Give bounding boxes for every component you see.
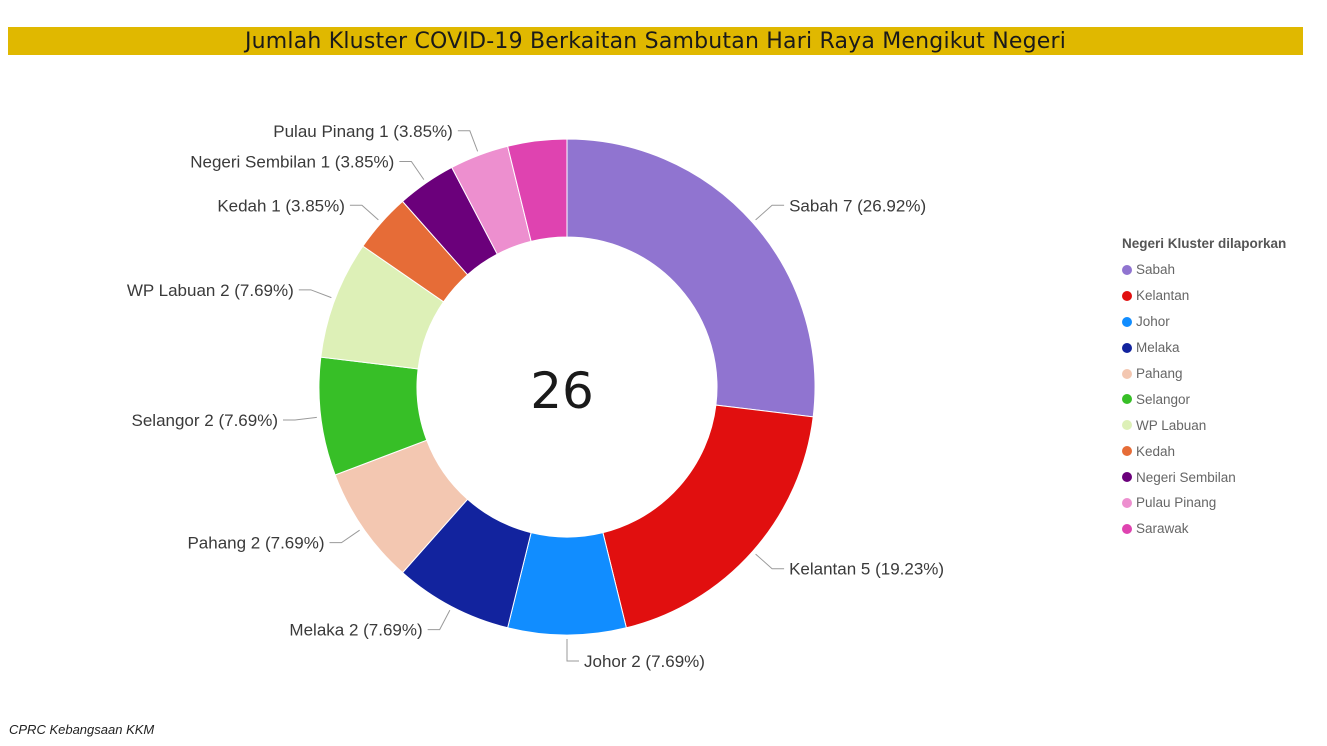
leader-lines: [282, 130, 785, 662]
legend-marker-johor: [1122, 316, 1132, 327]
legend-marker-pahang: [1122, 368, 1132, 379]
legend-marker-melaka: [1122, 342, 1132, 353]
legend-item-kelantan[interactable]: Kelantan: [1122, 283, 1322, 309]
data-label-selangor: Selangor 2 (7.69%): [132, 411, 278, 430]
legend-item-sarawak[interactable]: Sarawak: [1122, 516, 1322, 542]
leader-line-wp-labuan: [298, 289, 332, 299]
legend-label-pulau-pinang: Pulau Pinang: [1136, 495, 1217, 511]
leader-line-johor: [566, 639, 579, 662]
slice-labels: Sabah 7 (26.92%) Kelantan 5 (19.23%) Johor…: [127, 122, 944, 671]
legend-label-wp-labuan: WP Labuan: [1136, 417, 1207, 433]
legend: Negeri Kluster dilaporkan Sabah Kelantan J…: [1122, 236, 1322, 542]
chart-title: Jumlah Kluster COVID-19 Berkaitan Sambut…: [244, 28, 1067, 54]
legend-label-negeri-sembilan: Negeri Sembilan: [1136, 469, 1236, 485]
legend-item-johor[interactable]: Johor: [1122, 309, 1322, 335]
legend-items: Sabah Kelantan Johor Melaka Pahang Selangor WP…: [1122, 257, 1322, 542]
legend-label-pahang: Pahang: [1136, 366, 1183, 381]
data-label-sabah: Sabah 7 (26.92%): [789, 196, 926, 215]
data-label-pahang: Pahang 2 (7.69%): [187, 534, 324, 553]
leader-line-negeri-sembilan: [399, 161, 425, 180]
legend-label-kedah: Kedah: [1136, 443, 1176, 459]
leader-line-pulau-pinang: [457, 130, 479, 152]
legend-item-negeri-sembilan[interactable]: Negeri Sembilan: [1122, 464, 1322, 490]
legend-label-johor: Johor: [1136, 314, 1170, 330]
legend-item-pahang[interactable]: Pahang: [1122, 361, 1322, 387]
data-label-kedah: Kedah 1 (3.85%): [217, 196, 345, 215]
legend-title: Negeri Kluster dilaporkan: [1122, 236, 1287, 251]
legend-marker-kedah: [1122, 446, 1132, 457]
legend-item-pulau-pinang[interactable]: Pulau Pinang: [1122, 490, 1322, 516]
legend-label-kelantan: Kelantan: [1136, 288, 1190, 304]
slice-kelantan[interactable]: [602, 404, 814, 629]
donut-slices: [318, 138, 816, 636]
title-bar: Jumlah Kluster COVID-19 Berkaitan Sambut…: [8, 27, 1303, 55]
legend-marker-selangor: [1122, 394, 1132, 405]
slice-sabah[interactable]: [566, 138, 816, 418]
source-note: CPRC Kebangsaan KKM: [9, 722, 155, 737]
legend-label-selangor: Selangor: [1136, 391, 1191, 407]
slice-sarawak[interactable]: [507, 138, 568, 242]
data-label-wp-labuan: WP Labuan 2 (7.69%): [127, 281, 294, 300]
legend-label-melaka: Melaka: [1136, 340, 1180, 356]
center-total: 26: [530, 362, 594, 420]
legend-item-selangor[interactable]: Selangor: [1122, 386, 1322, 412]
legend-marker-kelantan: [1122, 290, 1132, 301]
data-label-pulau-pinang: Pulau Pinang 1 (3.85%): [273, 122, 453, 141]
leader-line-kedah: [349, 204, 379, 221]
leader-line-selangor: [282, 416, 317, 421]
legend-marker-sarawak: [1122, 523, 1132, 534]
data-label-melaka: Melaka 2 (7.69%): [289, 621, 422, 640]
legend-marker-wp-labuan: [1122, 420, 1132, 431]
legend-marker-pulau-pinang: [1122, 497, 1132, 508]
legend-item-melaka[interactable]: Melaka: [1122, 335, 1322, 361]
legend-item-wp-labuan[interactable]: WP Labuan: [1122, 412, 1322, 438]
legend-marker-negeri-sembilan: [1122, 472, 1132, 483]
legend-label-sarawak: Sarawak: [1136, 521, 1189, 537]
leader-line-sabah: [755, 204, 785, 221]
data-label-kelantan: Kelantan 5 (19.23%): [789, 560, 944, 579]
legend-marker-sabah: [1122, 264, 1132, 275]
leader-line-melaka: [427, 609, 451, 631]
leader-line-pahang: [329, 529, 360, 544]
data-label-negeri-sembilan: Negeri Sembilan 1 (3.85%): [190, 153, 394, 172]
data-label-johor: Johor 2 (7.69%): [584, 652, 705, 671]
legend-item-kedah[interactable]: Kedah: [1122, 438, 1322, 464]
leader-line-kelantan: [755, 553, 785, 570]
legend-label-sabah: Sabah: [1136, 262, 1176, 278]
legend-item-sabah[interactable]: Sabah: [1122, 257, 1322, 283]
